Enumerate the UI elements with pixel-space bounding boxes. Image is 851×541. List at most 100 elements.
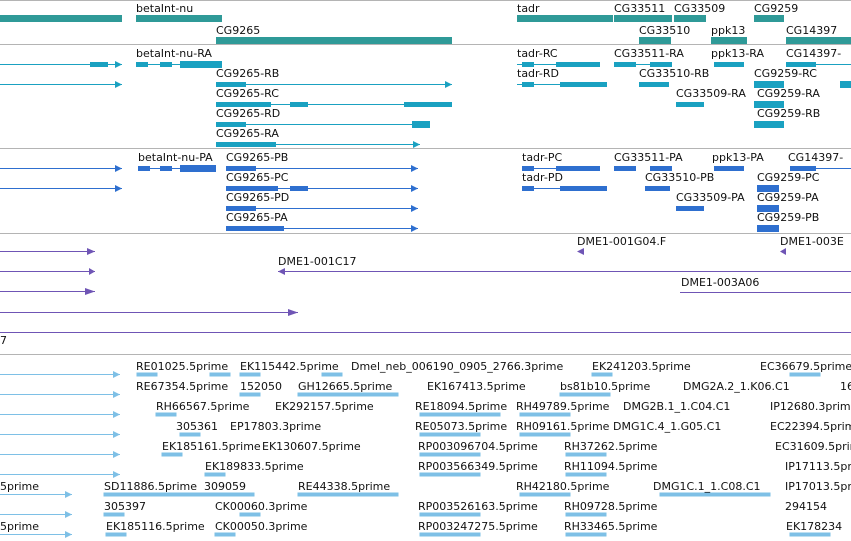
transcript-label[interactable]: CG33511-RA [614, 47, 684, 60]
clone-label[interactable]: DME1-003E [780, 235, 844, 248]
est-label[interactable]: EC22394.5prime [770, 420, 851, 433]
clone-label[interactable]: DME1-001C17 [278, 255, 357, 268]
est-label[interactable]: CK00060.3prime [215, 500, 308, 513]
transcript-label[interactable]: CG9259-PA [757, 191, 819, 204]
gene-bar[interactable] [639, 37, 671, 44]
transcript-label[interactable]: tadr-PD [522, 171, 563, 184]
est-label[interactable]: RH42180.5prime [516, 480, 610, 493]
est-label[interactable]: RH66567.5prime [156, 400, 250, 413]
gene-label[interactable]: CG9265 [216, 24, 260, 37]
transcript-label[interactable]: CG33509-PA [676, 191, 745, 204]
transcript-label[interactable]: CG14397- [786, 47, 841, 60]
est-label[interactable]: IP12680.3prime [770, 400, 851, 413]
est-label[interactable]: RE67354.5prime [136, 380, 228, 393]
est-label[interactable]: EK115442.5prime [240, 360, 339, 373]
est-label[interactable]: RP003566349.5prime [418, 460, 538, 473]
est-label[interactable]: RE18094.5prime [415, 400, 507, 413]
gene-bar[interactable] [0, 15, 122, 22]
transcript-label[interactable]: CG9259-RC [754, 67, 817, 80]
est-label[interactable]: GH12665.5prime [298, 380, 393, 393]
transcript-label[interactable]: CG9259-RB [757, 107, 820, 120]
gene-bar[interactable] [711, 37, 747, 44]
gene-label[interactable]: CG9259 [754, 2, 798, 15]
transcript-label[interactable]: CG9259-PC [757, 171, 820, 184]
transcript-label[interactable]: CG9265-RB [216, 67, 279, 80]
gene-label[interactable]: CG14397 [786, 24, 837, 37]
est-label[interactable]: IP17113.5prime [785, 460, 851, 473]
gene-label[interactable]: tadr [517, 2, 540, 15]
est-label[interactable]: RH09728.5prime [564, 500, 658, 513]
est-label[interactable]: 152050 [240, 380, 282, 393]
transcript-label[interactable]: CG33509-RA [676, 87, 746, 100]
est-label[interactable]: Dmel_neb_006190_0905_2766.3prime [351, 360, 563, 373]
est-label[interactable]: 294154 [785, 500, 827, 513]
est-label[interactable]: bs81b10.5prime [560, 380, 650, 393]
transcript-label[interactable]: CG9265-PA [226, 211, 288, 224]
est-label[interactable]: EK185161.5prime [162, 440, 261, 453]
transcript-label[interactable]: tadr-RC [517, 47, 558, 60]
transcript-label[interactable]: CG9265-PD [226, 191, 289, 204]
transcript-label[interactable]: tadr-PC [522, 151, 562, 164]
transcript-label[interactable]: CG9265-PB [226, 151, 288, 164]
transcript-label[interactable]: CG33511-PA [614, 151, 683, 164]
gene-bar[interactable] [754, 15, 784, 22]
gene-bar[interactable] [216, 37, 452, 44]
est-label[interactable]: RP003096704.5prime [418, 440, 538, 453]
clone-label[interactable]: 7 [0, 334, 7, 347]
transcript-label[interactable]: CG9265-RA [216, 127, 279, 140]
clone-label[interactable]: DME1-003A06 [681, 276, 759, 289]
est-label[interactable]: EP17803.3prime [230, 420, 321, 433]
est-label[interactable]: RH33465.5prime [564, 520, 658, 533]
transcript-label[interactable]: CG33510-RB [639, 67, 709, 80]
est-label[interactable]: RH11094.5prime [564, 460, 658, 473]
gene-label[interactable]: betaInt-nu [136, 2, 193, 15]
transcript-label[interactable]: CG9265-RD [216, 107, 280, 120]
transcript-label[interactable]: tadr-RD [517, 67, 559, 80]
est-label[interactable]: EC36679.5prime [760, 360, 851, 373]
gene-label[interactable]: CG33511 [614, 2, 665, 15]
est-label[interactable]: RP003247275.5prime [418, 520, 538, 533]
est-label[interactable]: EK130607.5prime [262, 440, 361, 453]
gene-bar[interactable] [786, 37, 851, 44]
est-label[interactable]: CK00050.3prime [215, 520, 308, 533]
est-label[interactable]: 16 [840, 380, 851, 393]
est-label[interactable]: SD11886.5prime [104, 480, 197, 493]
est-label[interactable]: RE05073.5prime [415, 420, 507, 433]
est-label[interactable]: 305397 [104, 500, 146, 513]
gene-label[interactable]: CG33510 [639, 24, 690, 37]
est-label[interactable]: RE44338.5prime [298, 480, 390, 493]
est-label[interactable]: RE01025.5prime [136, 360, 228, 373]
est-label[interactable]: EK189833.5prime [205, 460, 304, 473]
est-label[interactable]: 5prime [0, 520, 39, 533]
transcript-label[interactable]: CG9259-RA [757, 87, 820, 100]
gene-bar[interactable] [136, 15, 222, 22]
est-label[interactable]: EC31609.5prime [775, 440, 851, 453]
transcript-label[interactable]: CG9259-PB [757, 211, 819, 224]
est-label[interactable]: 305361 [176, 420, 218, 433]
gene-label[interactable]: CG33509 [674, 2, 725, 15]
est-label[interactable]: 5prime [0, 480, 39, 493]
gene-bar[interactable] [517, 15, 613, 22]
est-label[interactable]: DMG1C.4_1.G05.C1 [613, 420, 721, 433]
est-label[interactable]: EK167413.5prime [427, 380, 526, 393]
transcript-label[interactable]: CG14397- [788, 151, 843, 164]
est-label[interactable]: EK292157.5prime [275, 400, 374, 413]
est-label[interactable]: RH09161.5prime [516, 420, 610, 433]
transcript-label[interactable]: betaInt-nu-RA [136, 47, 212, 60]
est-label[interactable]: DMG2A.2_1.K06.C1 [683, 380, 790, 393]
est-label[interactable]: EK178234 [786, 520, 842, 533]
est-label[interactable]: RH49789.5prime [516, 400, 610, 413]
est-label[interactable]: EK185116.5prime [106, 520, 205, 533]
gene-bar[interactable] [674, 15, 706, 22]
est-label[interactable]: DMG1C.1_1.C08.C1 [653, 480, 761, 493]
est-label[interactable]: DMG2B.1_1.C04.C1 [623, 400, 730, 413]
transcript-label[interactable]: CG9265-PC [226, 171, 289, 184]
est-label[interactable]: IP17013.5prime [785, 480, 851, 493]
transcript-label[interactable]: ppk13-RA [711, 47, 764, 60]
est-label[interactable]: 309059 [204, 480, 246, 493]
est-label[interactable]: RP003526163.5prime [418, 500, 538, 513]
est-label[interactable]: RH37262.5prime [564, 440, 658, 453]
transcript-label[interactable]: CG9265-RC [216, 87, 279, 100]
est-label[interactable]: EK241203.5prime [592, 360, 691, 373]
transcript-label[interactable]: betaInt-nu-PA [138, 151, 213, 164]
